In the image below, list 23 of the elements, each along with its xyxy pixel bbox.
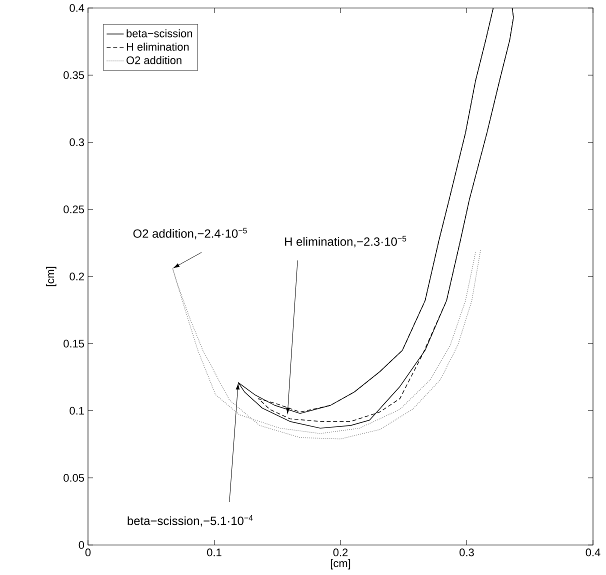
- y-tick-label: 0.1: [70, 406, 84, 415]
- annotation: O2 addition,−2.4·10$^{−5}$: [133, 228, 247, 240]
- y-tick-label: 0.4: [70, 4, 84, 12]
- x-tick-label: 0.4: [586, 548, 600, 556]
- y-tick-label: 0: [78, 541, 84, 549]
- legend-label: O2 addition: [126, 56, 182, 64]
- line-series: [172, 249, 481, 440]
- y-tick-label: 0.25: [64, 206, 84, 214]
- x-tick-label: 0: [85, 548, 91, 556]
- legend-label: beta−scission: [126, 29, 192, 38]
- legend-label: H elimination: [126, 42, 189, 51]
- y-tick-label: 0.15: [64, 340, 84, 348]
- x-tick-label: 0.2: [333, 548, 348, 556]
- x-tick-label: 0.3: [460, 548, 474, 556]
- y-tick-label: 0.05: [64, 474, 84, 482]
- x-tick-label: 0.1: [207, 548, 222, 556]
- y-axis-title: [cm]: [46, 266, 56, 286]
- x-axis-title: [cm]: [330, 559, 350, 570]
- y-tick-label: 0.2: [70, 272, 84, 280]
- y-tick-label: 0.35: [64, 71, 84, 79]
- annotation: beta−scission,−5.1·10$^{−4}$: [128, 515, 253, 527]
- annotation: H elimination,−2.3·10$^{−5}$: [285, 236, 406, 248]
- y-tick-label: 0.3: [70, 138, 84, 146]
